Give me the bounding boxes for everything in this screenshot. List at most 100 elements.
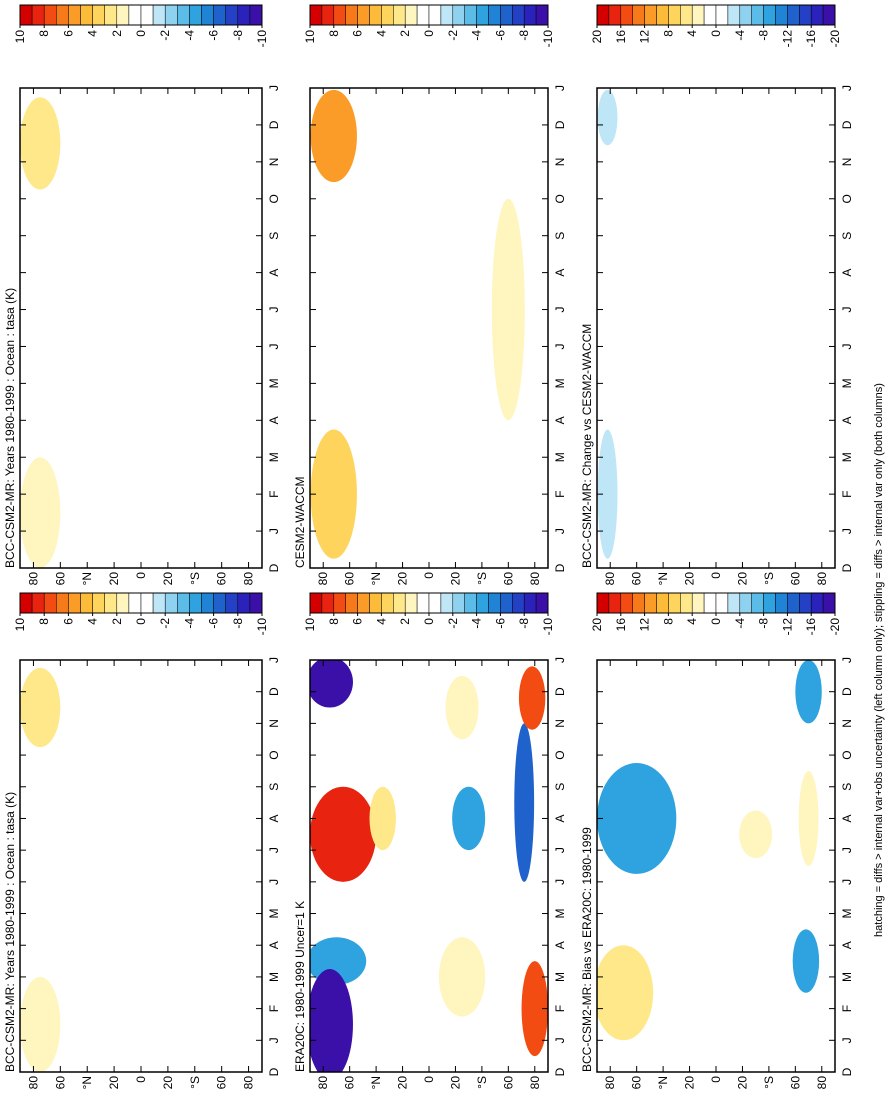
colorbar-block <box>80 592 93 614</box>
colorbar-block <box>596 592 610 614</box>
colorbar-label: 4 <box>374 618 388 625</box>
plot-area <box>597 89 618 559</box>
x-tick-label: F <box>840 490 854 497</box>
colorbar-label: 6 <box>351 30 365 37</box>
x-tick-label: S <box>840 232 854 240</box>
x-tick-label: A <box>267 269 281 277</box>
colorbar-block <box>416 4 430 26</box>
colorbar-block <box>201 592 214 614</box>
colorbar-label: -10 <box>255 618 269 636</box>
x-tick-label: J <box>840 307 854 313</box>
colorbar-block <box>333 592 346 614</box>
colorbar-label: 8 <box>661 618 675 625</box>
x-tick-label: J <box>840 847 854 853</box>
colorbar-label: -8 <box>757 618 771 629</box>
colorbar-block <box>727 592 741 614</box>
colorbar-label: -12 <box>780 30 794 48</box>
colorbar-block <box>715 592 729 614</box>
y-tick-label: 60 <box>53 572 67 586</box>
colorbar-block <box>369 4 382 26</box>
colorbar-block <box>644 4 657 26</box>
x-tick-label: D <box>267 120 281 129</box>
y-tick-label: °N <box>656 1076 670 1089</box>
y-tick-label: 80 <box>528 1076 542 1090</box>
y-tick-label: 80 <box>316 572 330 586</box>
footnote: hatching = diffs > internal var+obs unce… <box>873 383 885 937</box>
y-tick-label: 0 <box>422 572 436 579</box>
colorbar-block <box>321 592 335 614</box>
x-tick-label: M <box>267 452 281 462</box>
x-tick-label: N <box>840 719 854 728</box>
colorbar-block <box>751 4 764 26</box>
x-tick-label: F <box>553 1005 567 1012</box>
x-tick-label: D <box>267 687 281 696</box>
y-tick-label: 80 <box>815 1076 829 1090</box>
contour-region <box>798 770 819 866</box>
x-tick-label: F <box>840 1005 854 1012</box>
colorbar-block <box>68 4 81 26</box>
colorbar-block <box>140 592 154 614</box>
colorbar-label: -2 <box>446 618 460 629</box>
colorbar-block <box>92 4 105 26</box>
y-tick-label: 60 <box>215 1076 229 1090</box>
colorbar-block <box>333 4 346 26</box>
colorbar-block <box>523 4 537 26</box>
x-tick-label: J <box>840 85 854 91</box>
colorbar-block <box>309 4 323 26</box>
colorbar-label: -4 <box>470 30 484 41</box>
colorbar-label: 0 <box>422 30 436 37</box>
x-tick-label: M <box>267 972 281 982</box>
colorbar-label: 10 <box>303 618 317 632</box>
contour-region <box>795 660 822 724</box>
colorbar-label: -12 <box>780 618 794 636</box>
colorbar-block <box>369 592 382 614</box>
x-tick-label: J <box>553 85 567 91</box>
x-tick-label: A <box>553 941 567 949</box>
x-tick-label: M <box>267 378 281 388</box>
colorbar-label: 6 <box>61 618 75 625</box>
x-tick-label: J <box>840 528 854 534</box>
colorbar-block <box>237 4 251 26</box>
rotated-canvas: hatching = diffs > internal var+obs unce… <box>3 4 885 1090</box>
x-tick-label: M <box>553 378 567 388</box>
colorbar-block <box>152 4 166 26</box>
colorbar-label: 4 <box>86 30 100 37</box>
contour-region <box>445 675 479 740</box>
contour-region <box>597 945 654 1041</box>
colorbar-label: -20 <box>828 618 842 636</box>
colorbar-label: 6 <box>61 30 75 37</box>
colorbar-label: -8 <box>517 618 531 629</box>
panel-title: BCC-CSM2-MR: Change vs CESM2-WACCM <box>580 324 594 568</box>
colorbar-block <box>452 4 465 26</box>
y-tick-label: 60 <box>343 572 357 586</box>
colorbar-label: 0 <box>709 30 723 37</box>
x-tick-label: O <box>267 194 281 203</box>
x-tick-label: N <box>553 719 567 728</box>
y-tick-label: °N <box>80 1076 94 1089</box>
y-tick-label: °N <box>369 1076 383 1089</box>
colorbar-label: 2 <box>110 618 124 625</box>
colorbar-block <box>213 4 226 26</box>
colorbar-block <box>763 592 776 614</box>
colorbar-block <box>345 4 358 26</box>
y-tick-label: 20 <box>161 572 175 586</box>
colorbar-label: 4 <box>685 30 699 37</box>
panel-title: BCC-CSM2-MR: Years 1980-1999 : Ocean : t… <box>3 288 17 568</box>
x-tick-label: O <box>553 750 567 759</box>
contour-region <box>514 723 535 882</box>
colorbar-block <box>668 592 681 614</box>
y-tick-label: 80 <box>26 572 40 586</box>
y-tick-label: 80 <box>242 572 256 586</box>
colorbar-block <box>56 4 69 26</box>
colorbar-block <box>237 592 251 614</box>
x-tick-label: D <box>267 1067 281 1076</box>
colorbar-block <box>620 4 633 26</box>
contour-region <box>369 786 396 851</box>
colorbar-block <box>680 592 693 614</box>
colorbar-block <box>440 4 454 26</box>
x-tick-label: A <box>840 814 854 822</box>
colorbar-block <box>608 592 622 614</box>
colorbar-block <box>345 592 358 614</box>
colorbar-block <box>116 4 130 26</box>
colorbar-label: 8 <box>661 30 675 37</box>
